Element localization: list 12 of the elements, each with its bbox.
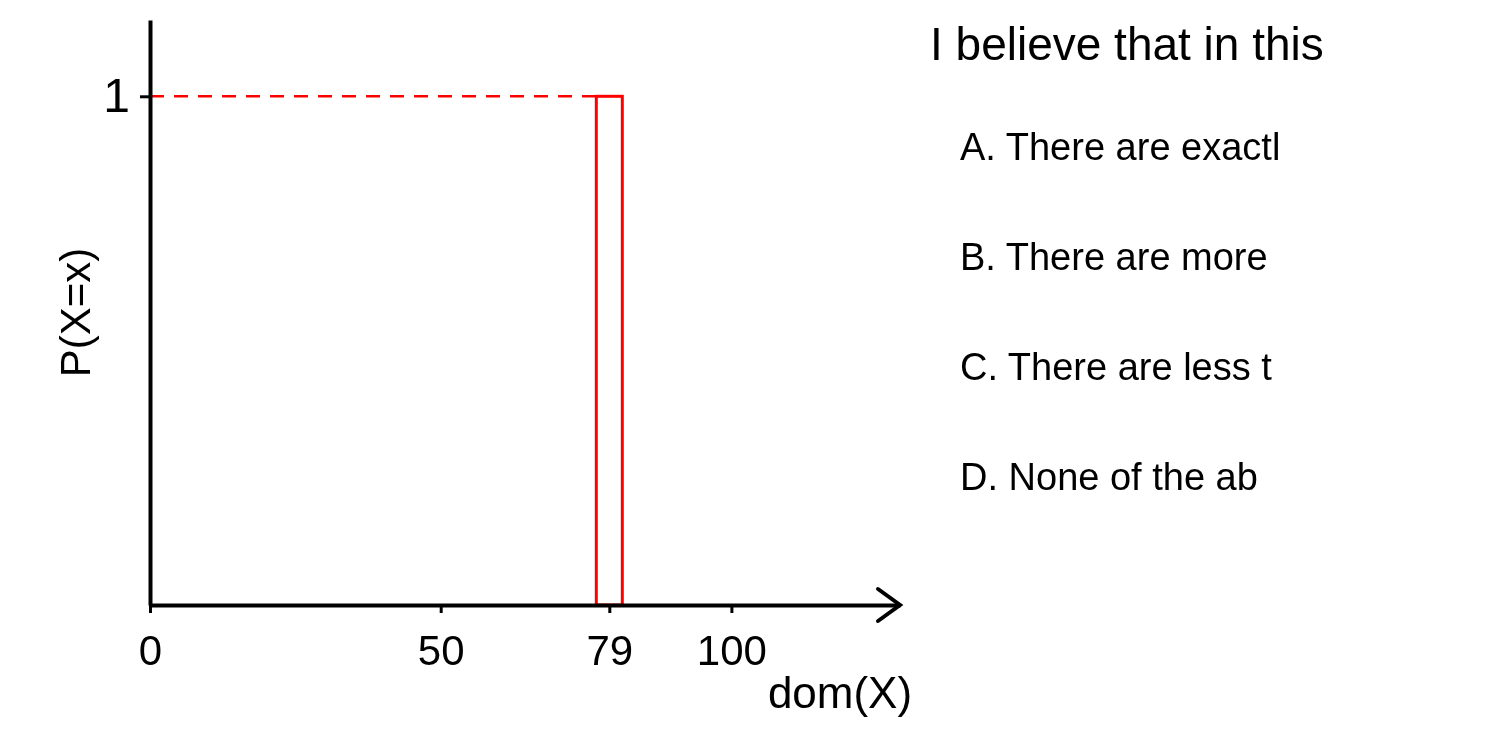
x-tick-label: 79 (586, 627, 634, 674)
text: B. There are more (960, 236, 1268, 278)
x-tick-label: 0 (138, 627, 163, 674)
x-tick-label: 100 (696, 627, 767, 674)
text: I believe that in this (930, 18, 1324, 70)
text: D. None of the ab (960, 456, 1258, 498)
y-tick-label: 1 (103, 69, 130, 123)
text: A. There are exactl (960, 126, 1281, 168)
y-axis-title: P(X=x) (52, 247, 99, 378)
x-tick-label: 50 (417, 627, 465, 674)
x-axis-title: dom(X) (767, 668, 913, 717)
text: C. There are less t (960, 346, 1273, 388)
